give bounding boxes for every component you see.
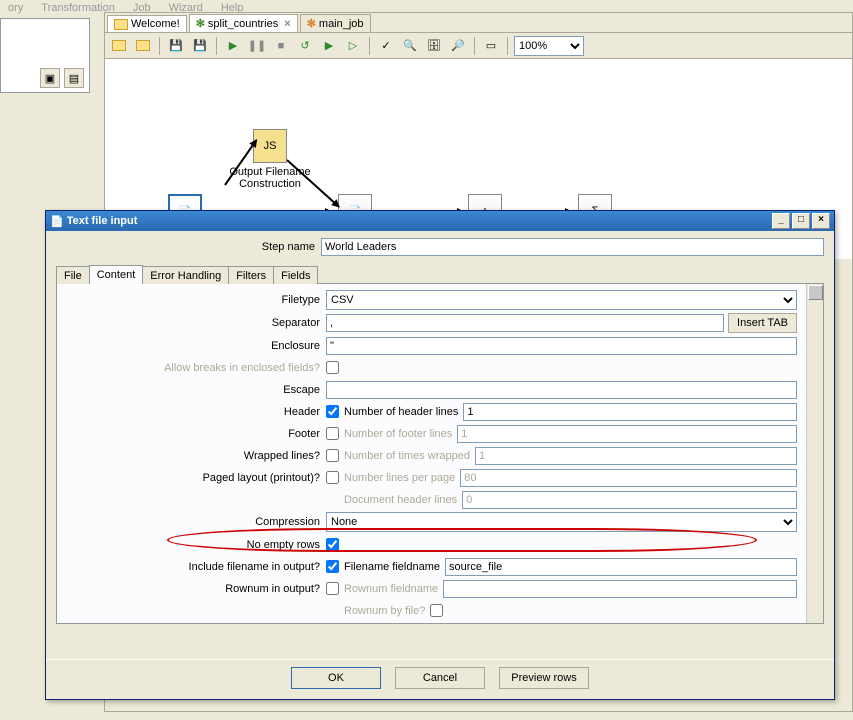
escape-input[interactable]: [326, 381, 797, 399]
rnfield-label: Rownum fieldname: [344, 583, 438, 595]
rownum-checkbox[interactable]: [326, 582, 339, 595]
wrapped-label: Wrapped lines?: [61, 450, 326, 462]
preview-rows-button[interactable]: Preview rows: [499, 667, 589, 689]
enclosure-input[interactable]: [326, 337, 797, 355]
nh-label: Number of header lines: [344, 406, 458, 418]
rnfield-input[interactable]: [443, 580, 797, 598]
replay-icon[interactable]: ▷: [343, 36, 363, 56]
separator-input[interactable]: [326, 314, 724, 332]
dialog-body: Step name File Content Error Handling Fi…: [46, 231, 834, 659]
paged-checkbox[interactable]: [326, 471, 339, 484]
save-icon[interactable]: 💾: [166, 36, 186, 56]
header-label: Header: [61, 406, 326, 418]
header-checkbox[interactable]: [326, 405, 339, 418]
dhl-input[interactable]: [462, 491, 797, 509]
tab-fields[interactable]: Fields: [273, 266, 318, 285]
rnbyfile-checkbox[interactable]: [430, 604, 443, 617]
transform-icon: ✻: [196, 17, 205, 30]
dialog-buttons: OK Cancel Preview rows: [46, 659, 834, 695]
paged-label: Paged layout (printout)?: [61, 472, 326, 484]
explore-icon[interactable]: 🔎: [448, 36, 468, 56]
tab-label: main_job: [319, 18, 364, 30]
dhl-label: Document header lines: [344, 494, 457, 506]
impact-icon[interactable]: 🔍: [400, 36, 420, 56]
close-button[interactable]: ×: [812, 213, 830, 229]
left-toolbar: ▣ ▤: [40, 68, 84, 88]
np-input[interactable]: [460, 469, 797, 487]
separator-label: Separator: [61, 317, 326, 329]
scrollbar[interactable]: [806, 284, 823, 623]
escape-label: Escape: [61, 384, 326, 396]
cancel-button[interactable]: Cancel: [395, 667, 485, 689]
compression-label: Compression: [61, 516, 326, 528]
nf-label: Number of footer lines: [344, 428, 452, 440]
rownum-label: Rownum in output?: [61, 583, 326, 595]
content-panel: FiletypeCSV Separator Insert TAB Enclosur…: [56, 284, 824, 624]
fnfield-label: Filename fieldname: [344, 561, 440, 573]
wrapped-checkbox[interactable]: [326, 449, 339, 462]
minimize-button[interactable]: _: [772, 213, 790, 229]
filetype-label: Filetype: [61, 294, 326, 306]
collapse-icon[interactable]: ▤: [64, 68, 84, 88]
allow-breaks-checkbox[interactable]: [326, 361, 339, 374]
tab-welcome[interactable]: Welcome!: [107, 15, 187, 32]
allow-breaks-label: Allow breaks in enclosed fields?: [61, 362, 326, 374]
nw-input[interactable]: [475, 447, 797, 465]
debug-icon[interactable]: ▶: [319, 36, 339, 56]
tab-split-countries[interactable]: ✻split_countries ×: [189, 14, 298, 32]
saveas-icon[interactable]: 💾: [190, 36, 210, 56]
nf-input[interactable]: [457, 425, 797, 443]
editor-tabs: Welcome! ✻split_countries× ✻main_job: [105, 13, 852, 33]
nw-label: Number of times wrapped: [344, 450, 470, 462]
step-name-label: Step name: [56, 241, 321, 253]
zoom-select[interactable]: 100%: [514, 36, 584, 56]
tab-label: Welcome!: [131, 18, 180, 30]
dialog-icon: 📄: [50, 215, 64, 228]
open-icon[interactable]: [133, 36, 153, 56]
stop-icon[interactable]: ■: [271, 36, 291, 56]
expand-icon[interactable]: ▣: [40, 68, 60, 88]
rnbyfile-label: Rownum by file?: [344, 605, 425, 617]
db-icon[interactable]: 🗄: [424, 36, 444, 56]
dialog-tabs: File Content Error Handling Filters Fiel…: [56, 264, 824, 284]
tab-file[interactable]: File: [56, 266, 90, 285]
insert-tab-button[interactable]: Insert TAB: [728, 313, 797, 333]
fnfield-input[interactable]: [445, 558, 797, 576]
tab-main-job[interactable]: ✻main_job: [300, 14, 371, 32]
dialog-title: Text file input: [64, 215, 770, 227]
job-icon: ✻: [307, 17, 316, 30]
preview-icon[interactable]: ↺: [295, 36, 315, 56]
run-icon[interactable]: ▶: [223, 36, 243, 56]
noempty-label: No empty rows: [61, 539, 326, 551]
text-file-input-dialog: 📄 Text file input _ □ × Step name File C…: [45, 210, 835, 700]
show-results-icon[interactable]: ▭: [481, 36, 501, 56]
noempty-checkbox[interactable]: [326, 538, 339, 551]
footer-checkbox[interactable]: [326, 427, 339, 440]
ok-button[interactable]: OK: [291, 667, 381, 689]
close-icon[interactable]: ×: [284, 18, 290, 30]
toolbar: 💾 💾 ▶ ❚❚ ■ ↺ ▶ ▷ ✓ 🔍 🗄 🔎 ▭ 100%: [105, 33, 852, 59]
step-name-input[interactable]: [321, 238, 824, 256]
new-icon[interactable]: [109, 36, 129, 56]
np-label: Number lines per page: [344, 472, 455, 484]
footer-label: Footer: [61, 428, 326, 440]
tab-error-handling[interactable]: Error Handling: [142, 266, 229, 285]
pause-icon[interactable]: ❚❚: [247, 36, 267, 56]
compression-select[interactable]: None: [326, 512, 797, 532]
nh-input[interactable]: [463, 403, 797, 421]
tab-label: split_countries: [208, 18, 278, 30]
folder-icon: [114, 19, 128, 30]
tab-content[interactable]: Content: [89, 265, 144, 284]
incfile-checkbox[interactable]: [326, 560, 339, 573]
titlebar[interactable]: 📄 Text file input _ □ ×: [46, 211, 834, 231]
enclosure-label: Enclosure: [61, 340, 326, 352]
menu-item[interactable]: ory: [4, 0, 27, 18]
incfile-label: Include filename in output?: [61, 561, 326, 573]
format-select[interactable]: DOS: [326, 623, 797, 624]
filetype-select[interactable]: CSV: [326, 290, 797, 310]
maximize-button[interactable]: □: [792, 213, 810, 229]
tab-filters[interactable]: Filters: [228, 266, 274, 285]
verify-icon[interactable]: ✓: [376, 36, 396, 56]
